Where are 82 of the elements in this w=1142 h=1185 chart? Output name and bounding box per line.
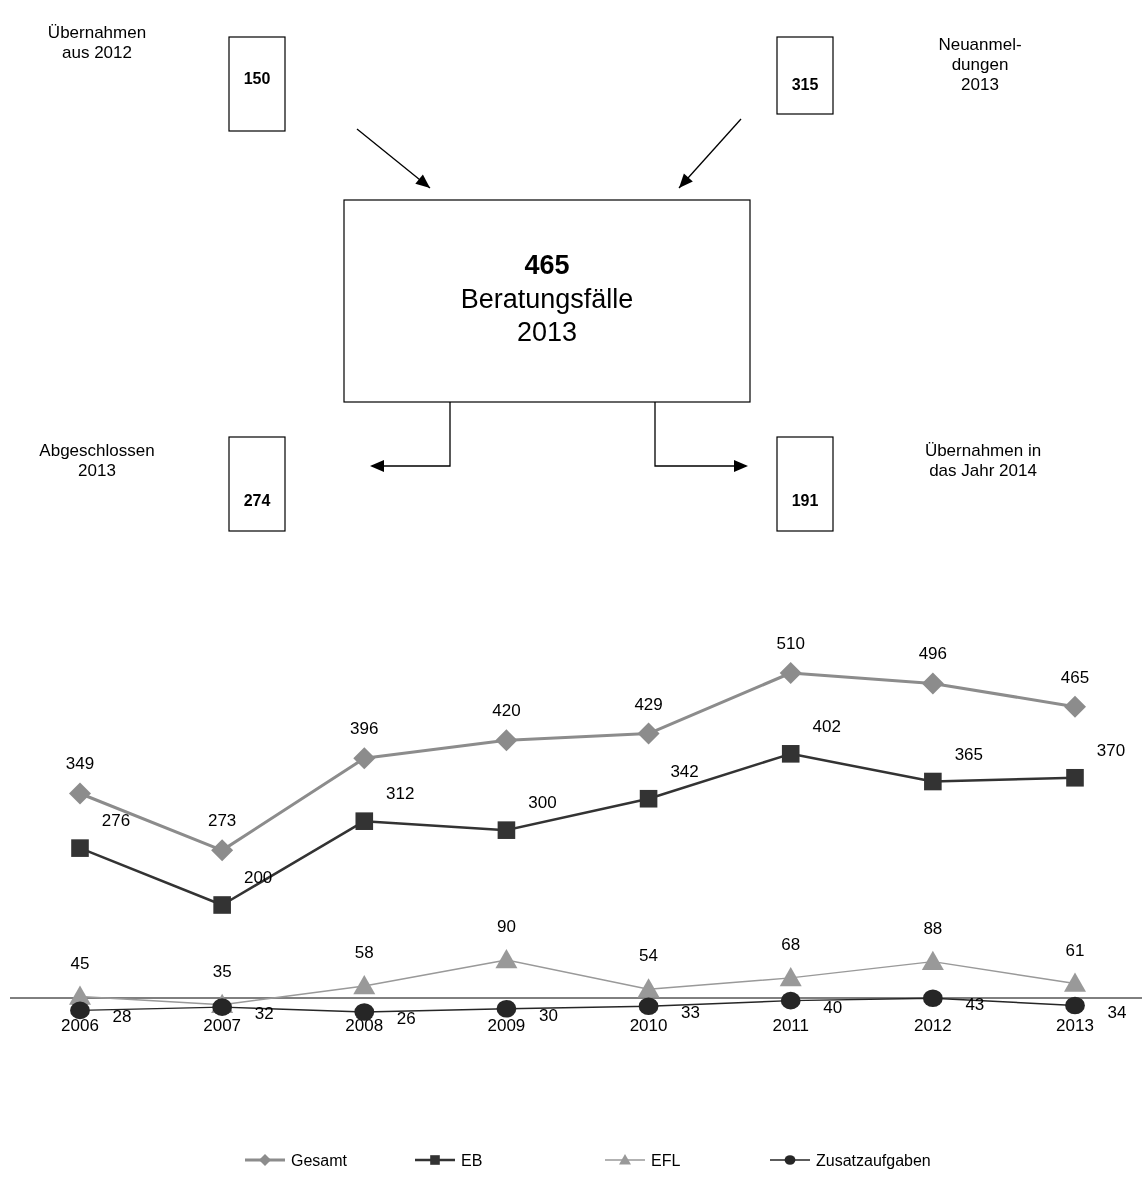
category-label: Abgeschlossen 2013 xyxy=(39,441,155,480)
point xyxy=(1064,695,1086,718)
data-label: 54 xyxy=(639,946,659,966)
point xyxy=(211,839,234,862)
data-label: 300 xyxy=(528,793,557,813)
data-label: 200 xyxy=(243,868,273,887)
data-label: 349 xyxy=(65,754,95,774)
point xyxy=(922,989,943,1007)
category-label: Neuanmel- dungen 2013 xyxy=(938,35,1022,94)
data-label: 274 xyxy=(243,492,271,509)
x-tick-label: 2010 xyxy=(629,1016,668,1035)
data-label: 396 xyxy=(350,719,379,739)
category-label: Übernahmen in das Jahr 2014 xyxy=(924,441,1042,480)
data-label: 88 xyxy=(923,918,943,938)
data-label: 30 xyxy=(538,1005,558,1025)
point xyxy=(497,821,516,839)
data-label: 370 xyxy=(1096,740,1126,760)
point xyxy=(921,672,944,695)
data-label: 45 xyxy=(70,953,90,973)
point xyxy=(638,997,659,1016)
data-label: 35 xyxy=(212,961,232,981)
data-label: 402 xyxy=(812,716,841,736)
data-label: 312 xyxy=(386,784,415,804)
point xyxy=(213,896,231,914)
data-label: 465 xyxy=(524,250,570,280)
data-label: 465 xyxy=(1060,667,1090,687)
point xyxy=(355,812,374,830)
point xyxy=(1065,996,1085,1015)
data-label: 315 xyxy=(791,76,819,93)
point xyxy=(69,782,91,805)
point xyxy=(353,747,376,770)
data-label: 150 xyxy=(243,70,271,87)
data-label: 33 xyxy=(681,1003,701,1023)
point xyxy=(637,978,660,998)
point xyxy=(71,839,89,857)
x-tick-label: 2009 xyxy=(487,1016,526,1035)
point xyxy=(781,745,800,763)
data-label: 90 xyxy=(496,917,516,936)
x-tick-label: 2012 xyxy=(913,1016,952,1035)
legend-label: Zusatzaufgaben xyxy=(816,1152,931,1169)
data-label: 68 xyxy=(781,934,801,954)
data-label: 32 xyxy=(254,1004,274,1024)
point xyxy=(637,722,660,745)
data-label: 191 xyxy=(791,492,819,509)
data-label: 429 xyxy=(634,694,663,714)
data-label: 510 xyxy=(776,634,805,653)
data-label: 276 xyxy=(101,811,131,831)
point xyxy=(1064,972,1086,992)
category-label: Beratungsfälle 2013 xyxy=(460,284,634,347)
data-label: 43 xyxy=(965,995,985,1015)
point xyxy=(495,729,518,752)
point xyxy=(779,966,802,987)
data-label: 365 xyxy=(954,744,984,764)
legend-label: EB xyxy=(461,1152,483,1169)
x-tick-label: 2013 xyxy=(1056,1016,1094,1035)
point xyxy=(1066,768,1084,787)
data-label: 34 xyxy=(1107,1002,1127,1022)
x-tick-label: 2008 xyxy=(345,1016,384,1035)
data-label: 40 xyxy=(823,997,843,1017)
legend-label: Gesamt xyxy=(291,1152,348,1169)
data-label: 26 xyxy=(396,1009,416,1028)
data-label: 420 xyxy=(492,701,521,721)
category-label: Übernahmen aus 2012 xyxy=(47,23,147,62)
data-label: 342 xyxy=(670,761,699,781)
x-tick-label: 2011 xyxy=(772,1016,809,1035)
x-tick-label: 2007 xyxy=(203,1016,242,1035)
point xyxy=(70,1001,90,1020)
point xyxy=(639,789,658,808)
point xyxy=(924,772,942,791)
data-label: 61 xyxy=(1065,940,1085,960)
point xyxy=(921,950,944,970)
point xyxy=(353,975,376,995)
point xyxy=(495,949,518,969)
point xyxy=(779,662,802,684)
data-label: 58 xyxy=(354,943,374,962)
point xyxy=(496,999,517,1018)
legend-label: EFL xyxy=(651,1152,681,1169)
data-label: 273 xyxy=(207,811,237,831)
point xyxy=(780,991,801,1010)
data-label: 496 xyxy=(918,644,948,664)
data-label: 28 xyxy=(112,1007,132,1027)
x-tick-label: 2006 xyxy=(61,1016,99,1035)
